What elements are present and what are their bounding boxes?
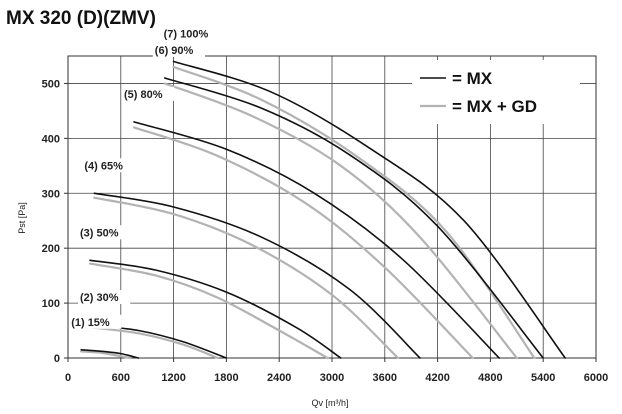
x-tick-label: 1200 bbox=[161, 372, 185, 384]
curve-labels: (1) 15% (2) 30% (3) 50% (4) 65% (5) 80% (6) 9… bbox=[69, 26, 221, 329]
curve-label-background bbox=[161, 26, 221, 41]
series-mx-3 bbox=[93, 192, 421, 359]
series-mx-6 bbox=[172, 60, 566, 359]
y-tick-label: 100 bbox=[42, 298, 60, 310]
x-tick-label: 600 bbox=[112, 372, 130, 384]
legend-label-mx: = MX bbox=[452, 69, 493, 88]
curve-label-background bbox=[78, 290, 131, 305]
curve-label: (4) 65% bbox=[84, 160, 123, 172]
curve-label: (7) 100% bbox=[164, 28, 209, 40]
series-mx-0 bbox=[80, 349, 140, 359]
series-mx-4 bbox=[133, 121, 500, 359]
x-tick-label: 1800 bbox=[214, 372, 238, 384]
curve-label-background bbox=[69, 314, 122, 329]
curve-label-background bbox=[78, 225, 131, 240]
series-mx-gd-11 bbox=[132, 126, 474, 360]
chart-title: MX 320 (D)(ZMV) bbox=[6, 8, 156, 29]
x-tick-label: 4800 bbox=[478, 372, 502, 384]
x-tick-label: 0 bbox=[65, 372, 71, 384]
series-mx-5 bbox=[164, 77, 544, 359]
x-tick-label: 3600 bbox=[373, 372, 397, 384]
y-tick-label: 400 bbox=[42, 133, 60, 145]
x-tick-label: 5400 bbox=[531, 372, 555, 384]
x-axis-label: Qv [m³/h] bbox=[311, 398, 348, 408]
curve-label: (2) 30% bbox=[80, 292, 119, 304]
chart-legend: = MX = MX + GD bbox=[412, 60, 580, 124]
y-tick-label: 300 bbox=[42, 188, 60, 200]
curve-label: (3) 50% bbox=[80, 227, 119, 239]
x-axis-ticks: 0 600 1200 1800 2400 3000 3600 4200 4800 5400 6000 bbox=[65, 358, 608, 384]
series-group-mx-gd bbox=[80, 65, 536, 360]
x-tick-label: 2400 bbox=[267, 372, 291, 384]
series-group-mx bbox=[80, 60, 566, 359]
y-tick-label: 0 bbox=[54, 353, 60, 365]
y-tick-label: 200 bbox=[42, 243, 60, 255]
legend-background bbox=[412, 60, 580, 124]
y-axis-ticks: 0 100 200 300 400 500 bbox=[42, 78, 68, 365]
y-axis-label: Pst [Pa] bbox=[17, 202, 27, 234]
curve-label: (6) 90% bbox=[155, 45, 194, 57]
curve-label-background bbox=[152, 42, 205, 57]
curve-label: (1) 15% bbox=[71, 317, 110, 329]
legend-label-mx-gd: = MX + GD bbox=[452, 97, 537, 116]
series-mx-gd-10 bbox=[93, 196, 400, 360]
series-mx-gd-8 bbox=[88, 326, 219, 360]
series-mx-2 bbox=[89, 259, 342, 359]
x-tick-label: 6000 bbox=[584, 372, 608, 384]
curve-label-background bbox=[82, 158, 135, 173]
series-mx-gd-9 bbox=[88, 262, 329, 360]
series-mx-gd-12 bbox=[163, 82, 518, 360]
curve-label: (5) 80% bbox=[124, 89, 163, 101]
y-tick-label: 500 bbox=[42, 78, 60, 90]
x-tick-label: 4200 bbox=[425, 372, 449, 384]
curve-label-background bbox=[122, 86, 175, 101]
series-mx-gd-7 bbox=[80, 350, 131, 360]
x-tick-label: 3000 bbox=[320, 372, 344, 384]
